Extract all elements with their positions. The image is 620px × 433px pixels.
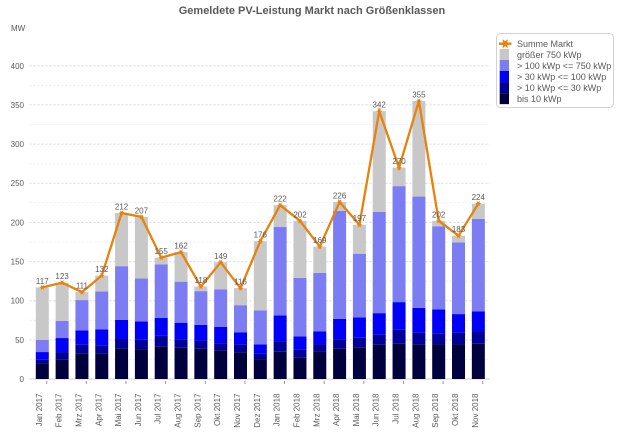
svg-text:größer 750 kWp: größer 750 kWp bbox=[517, 50, 582, 60]
svg-text:Aug 2017: Aug 2017 bbox=[174, 393, 183, 428]
svg-text:Jun 2018: Jun 2018 bbox=[372, 393, 381, 426]
svg-text:Feb 2017: Feb 2017 bbox=[55, 393, 64, 427]
svg-text:132: 132 bbox=[95, 265, 109, 274]
svg-text:100: 100 bbox=[11, 297, 25, 306]
svg-text:Mai 2017: Mai 2017 bbox=[114, 393, 123, 426]
svg-text:Dez 2017: Dez 2017 bbox=[253, 393, 262, 428]
svg-text:> 30 kWp <= 100 kWp: > 30 kWp <= 100 kWp bbox=[517, 72, 606, 82]
svg-text:Jan 2018: Jan 2018 bbox=[273, 393, 282, 426]
svg-text:222: 222 bbox=[273, 195, 287, 204]
svg-text:Jul 2018: Jul 2018 bbox=[392, 393, 401, 424]
svg-text:Jul 2017: Jul 2017 bbox=[154, 393, 163, 424]
svg-text:169: 169 bbox=[313, 236, 327, 245]
svg-text:> 100 kWp <= 750 kWp: > 100 kWp <= 750 kWp bbox=[517, 61, 611, 71]
svg-text:Nov 2018: Nov 2018 bbox=[471, 393, 480, 428]
svg-text:Okt 2017: Okt 2017 bbox=[213, 393, 222, 426]
svg-text:300: 300 bbox=[11, 140, 25, 149]
svg-text:Aug 2018: Aug 2018 bbox=[411, 393, 420, 428]
svg-text:150: 150 bbox=[11, 258, 25, 267]
svg-text:Summe Markt: Summe Markt bbox=[517, 39, 574, 49]
svg-text:342: 342 bbox=[373, 101, 387, 110]
svg-text:250: 250 bbox=[11, 179, 25, 188]
svg-text:Mrz 2017: Mrz 2017 bbox=[74, 393, 83, 427]
svg-text:176: 176 bbox=[254, 231, 268, 240]
svg-text:183: 183 bbox=[452, 225, 466, 234]
svg-text:212: 212 bbox=[115, 203, 129, 212]
svg-text:Sep 2018: Sep 2018 bbox=[431, 393, 440, 428]
svg-text:Mrz 2018: Mrz 2018 bbox=[312, 393, 321, 427]
svg-text:Feb 2018: Feb 2018 bbox=[293, 393, 302, 427]
svg-text:Okt 2018: Okt 2018 bbox=[451, 393, 460, 426]
svg-text:149: 149 bbox=[214, 252, 228, 261]
svg-text:123: 123 bbox=[55, 272, 69, 281]
svg-text:155: 155 bbox=[155, 247, 169, 256]
svg-text:Nov 2017: Nov 2017 bbox=[233, 393, 242, 428]
svg-text:226: 226 bbox=[333, 192, 347, 201]
svg-text:Apr 2018: Apr 2018 bbox=[332, 393, 341, 426]
svg-text:117: 117 bbox=[36, 277, 49, 286]
svg-text:200: 200 bbox=[11, 218, 25, 227]
svg-text:MW: MW bbox=[11, 24, 26, 33]
svg-text:350: 350 bbox=[11, 101, 25, 110]
svg-text:Mai 2018: Mai 2018 bbox=[352, 393, 361, 426]
svg-text:400: 400 bbox=[11, 62, 25, 71]
svg-text:207: 207 bbox=[135, 206, 149, 215]
svg-text:197: 197 bbox=[353, 214, 367, 223]
svg-text:270: 270 bbox=[392, 157, 406, 166]
svg-text:Gemeldete PV-Leistung Markt na: Gemeldete PV-Leistung Markt nach Größenk… bbox=[179, 5, 446, 17]
svg-text:162: 162 bbox=[174, 242, 188, 251]
svg-text:224: 224 bbox=[472, 193, 486, 202]
svg-text:Jun 2017: Jun 2017 bbox=[134, 393, 143, 426]
svg-text:0: 0 bbox=[20, 375, 25, 384]
svg-text:Apr 2017: Apr 2017 bbox=[94, 393, 103, 426]
svg-text:355: 355 bbox=[412, 91, 426, 100]
svg-text:> 10 kWp <= 30 kWp: > 10 kWp <= 30 kWp bbox=[517, 83, 601, 93]
svg-text:202: 202 bbox=[432, 210, 446, 219]
svg-text:50: 50 bbox=[15, 336, 24, 345]
svg-text:202: 202 bbox=[293, 210, 307, 219]
svg-text:118: 118 bbox=[195, 276, 208, 285]
svg-text:111: 111 bbox=[76, 282, 89, 291]
svg-text:bis 10 kWp: bis 10 kWp bbox=[517, 94, 562, 104]
svg-text:Jan 2017: Jan 2017 bbox=[35, 393, 44, 426]
svg-text:Sep 2017: Sep 2017 bbox=[193, 393, 202, 428]
svg-text:116: 116 bbox=[234, 278, 247, 287]
